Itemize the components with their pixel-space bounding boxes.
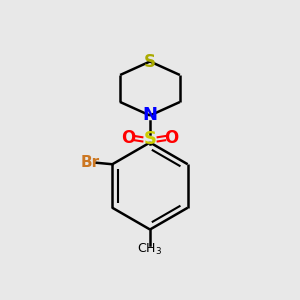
Text: Br: Br — [80, 155, 99, 170]
Text: S: S — [144, 52, 156, 70]
Text: O: O — [121, 129, 136, 147]
Text: S: S — [143, 130, 157, 148]
Text: N: N — [142, 106, 158, 124]
Text: CH$_3$: CH$_3$ — [137, 242, 163, 256]
Text: O: O — [164, 129, 179, 147]
